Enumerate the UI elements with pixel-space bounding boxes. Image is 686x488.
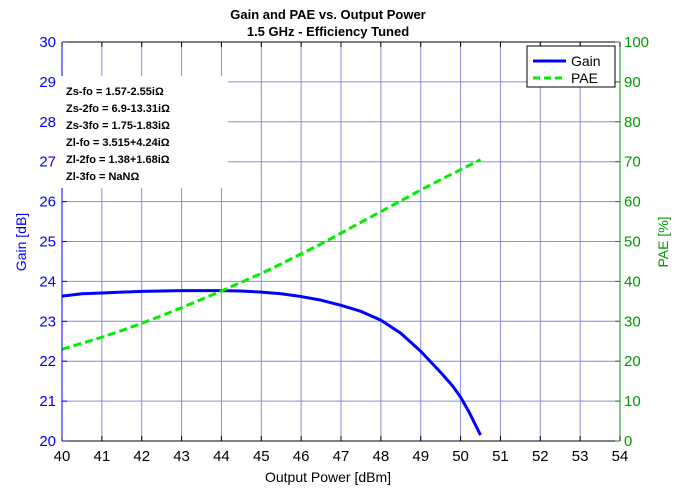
right-tick-label: 40: [624, 273, 641, 290]
left-tick-label: 26: [39, 194, 56, 211]
right-tick-label: 30: [624, 313, 641, 330]
right-tick-label: 60: [624, 194, 641, 211]
right-tick-label: 100: [624, 34, 649, 51]
right-tick-label: 0: [624, 433, 632, 450]
x-tick-label: 48: [373, 448, 390, 465]
right-tick-label: 90: [624, 74, 641, 91]
x-tick-label: 51: [492, 448, 509, 465]
left-tick-label: 29: [39, 74, 56, 91]
right-tick-label: 50: [624, 234, 641, 251]
annotation-zs-2fo: Zs-2fo = 6.9-13.31iΩ: [66, 103, 170, 115]
legend-label-pae: PAE: [571, 70, 598, 86]
annotation-zs-3fo: Zs-3fo = 1.75-1.83iΩ: [66, 120, 170, 132]
chart-title: Gain and PAE vs. Output Power: [230, 7, 426, 22]
x-tick-label: 43: [173, 448, 190, 465]
x-tick-label: 47: [333, 448, 350, 465]
left-tick-label: 23: [39, 313, 56, 330]
annotation-zl-3fo: Zl-3fo = NaNΩ: [66, 171, 139, 183]
legend-box: [526, 45, 616, 88]
annotation-background: [60, 76, 228, 188]
x-axis-label: Output Power [dBm]: [265, 469, 391, 485]
annotation-zs-fo: Zs-fo = 1.57-2.55iΩ: [66, 86, 164, 98]
right-tick-label: 10: [624, 393, 641, 410]
left-axis-label: Gain [dB]: [13, 213, 29, 271]
annotation-box: Zs-fo = 1.57-2.55iΩ Zs-2fo = 6.9-13.31iΩ…: [60, 76, 228, 188]
legend-label-gain: Gain: [571, 53, 601, 69]
x-axis-tick-labels: 40 41 42 43 44 45 46 47 48 49 50 51 52 53 54: [54, 448, 629, 465]
left-tick-label: 30: [39, 34, 56, 51]
right-axis-label: PAE [%]: [655, 216, 671, 267]
annotation-zl-2fo: Zl-2fo = 1.38+1.68iΩ: [66, 154, 170, 166]
right-axis-tick-labels: 0 10 20 30 40 50 60 70 80 90 100: [624, 34, 649, 450]
x-tick-label: 40: [54, 448, 71, 465]
x-tick-label: 54: [612, 448, 629, 465]
legend: Gain PAE: [526, 45, 616, 88]
x-tick-label: 49: [412, 448, 429, 465]
x-tick-label: 42: [133, 448, 150, 465]
left-axis-tick-labels: 20 21 22 23 24 25 26 27 28 29 30: [39, 34, 56, 450]
series-lines: [61, 158, 482, 436]
left-tick-label: 28: [39, 114, 56, 131]
x-tick-label: 44: [213, 448, 230, 465]
left-tick-label: 21: [39, 393, 56, 410]
x-tick-label: 46: [293, 448, 310, 465]
annotation-zl-fo: Zl-fo = 3.515+4.24iΩ: [66, 137, 170, 149]
x-tick-label: 45: [253, 448, 270, 465]
right-tick-label: 70: [624, 154, 641, 171]
x-tick-label: 53: [572, 448, 589, 465]
chart-subtitle: 1.5 GHz - Efficiency Tuned: [247, 24, 409, 39]
series-line-gain: [61, 289, 482, 436]
left-tick-label: 24: [39, 273, 56, 290]
x-tick-label: 41: [94, 448, 111, 465]
x-tick-label: 50: [452, 448, 469, 465]
left-tick-label: 22: [39, 353, 56, 370]
left-tick-label: 25: [39, 234, 56, 251]
left-tick-label: 20: [39, 433, 56, 450]
series-line-pae: [61, 158, 482, 351]
x-tick-label: 52: [532, 448, 549, 465]
left-tick-label: 27: [39, 154, 56, 171]
right-tick-label: 20: [624, 353, 641, 370]
right-tick-label: 80: [624, 114, 641, 131]
